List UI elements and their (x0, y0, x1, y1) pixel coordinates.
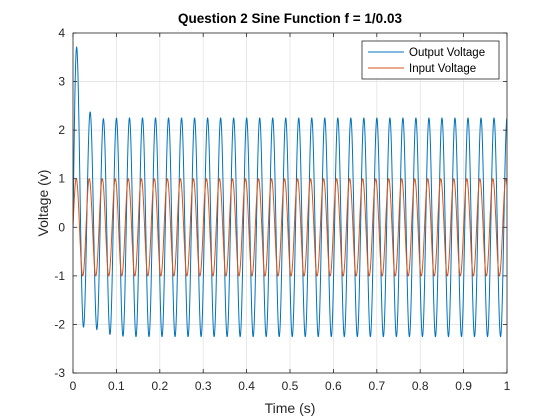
y-tick-label: 3 (58, 75, 65, 89)
x-tick-label: 1 (504, 379, 511, 393)
y-axis: -3 -2 -1 0 1 2 3 4 (54, 26, 507, 380)
legend: Output Voltage Input Voltage (361, 40, 500, 80)
x-tick-label: 0.9 (455, 379, 472, 393)
x-tick-label: 0.2 (151, 379, 168, 393)
legend-label: Input Voltage (409, 63, 476, 75)
x-tick-label: 0.1 (108, 379, 125, 393)
y-tick-label: 0 (58, 220, 65, 234)
y-tick-label: -3 (54, 366, 65, 380)
x-tick-label: 0.7 (368, 379, 385, 393)
chart-title: Question 2 Sine Function f = 1/0.03 (178, 11, 402, 26)
legend-box (361, 40, 500, 80)
series-line-input-voltage (73, 178, 507, 277)
series-layer (73, 46, 507, 338)
x-axis-label: Time (s) (265, 400, 316, 416)
y-tick-label: 2 (58, 123, 65, 137)
x-tick-label: 0.5 (282, 379, 299, 393)
legend-label: Output Voltage (409, 47, 485, 59)
x-tick-label: 0.4 (238, 379, 255, 393)
y-tick-label: -2 (54, 317, 65, 331)
x-tick-label: 0.6 (325, 379, 342, 393)
x-tick-label: 0.3 (195, 379, 212, 393)
y-tick-label: 4 (58, 26, 65, 40)
x-tick-label: 0.8 (412, 379, 429, 393)
x-tick-label: 0 (70, 379, 77, 393)
y-axis-label: Voltage (v) (35, 170, 51, 237)
series-line-output-voltage (73, 46, 507, 338)
y-tick-label: 1 (58, 172, 65, 186)
y-tick-label: -1 (54, 269, 65, 283)
x-axis: 0 0.1 0.2 0.3 0.4 0.5 0.6 0.7 0.8 0.9 1 (70, 33, 511, 393)
